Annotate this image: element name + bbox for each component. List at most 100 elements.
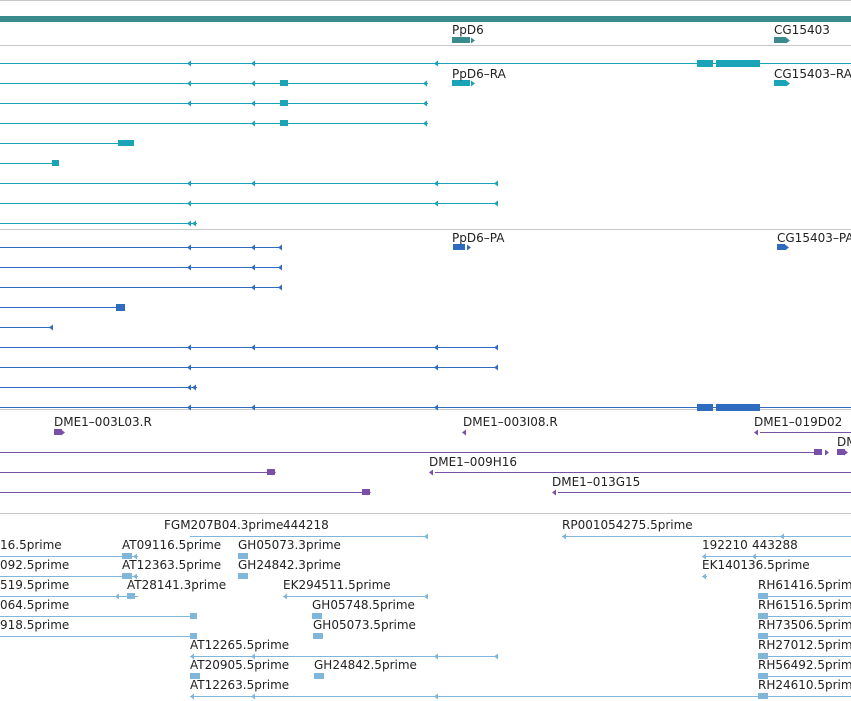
feature-block	[837, 449, 845, 455]
direction-arrow	[251, 80, 255, 87]
feature-block	[814, 449, 822, 455]
est-block	[758, 613, 768, 619]
transcript-label-cg15403-ra[interactable]: CG15403–RA	[774, 67, 851, 81]
est-label[interactable]: RP001054275.5prime	[562, 518, 693, 532]
est-label[interactable]: 918.5prime	[0, 618, 70, 632]
est-block	[758, 633, 768, 639]
est-block	[314, 673, 324, 679]
direction-arrow	[424, 593, 428, 600]
clone-label[interactable]: DME1–003I08.R	[463, 415, 558, 429]
direction-arrow	[429, 469, 433, 476]
direction-arrow	[467, 244, 471, 251]
est-label[interactable]: AT12265.5prime	[190, 638, 290, 652]
est-label[interactable]: 16.5prime	[0, 538, 62, 552]
direction-arrow	[272, 469, 276, 476]
est-block	[313, 633, 323, 639]
gene-label-ppd6[interactable]: PpD6	[452, 23, 484, 37]
clone-label[interactable]: DME1–009H16	[429, 455, 518, 469]
est-block	[758, 653, 768, 659]
direction-arrow	[187, 220, 191, 227]
est-label[interactable]: AT12363.5prime	[122, 558, 222, 572]
direction-arrow	[190, 693, 194, 700]
est-block	[190, 673, 200, 679]
direction-arrow	[494, 653, 498, 660]
est-block	[122, 553, 132, 559]
direction-arrow	[494, 344, 498, 351]
transcript-label-ppd6-pa[interactable]: PpD6–PA	[452, 231, 505, 245]
est-label[interactable]: RH56492.5prime	[758, 658, 851, 672]
est-block	[758, 593, 768, 599]
direction-arrow	[251, 100, 255, 107]
feature-block	[452, 80, 470, 86]
direction-arrow	[251, 404, 255, 411]
gene-span-bar	[0, 16, 851, 22]
est-label[interactable]: AT20905.5prime	[190, 658, 290, 672]
direction-arrow	[251, 284, 255, 291]
direction-arrow	[251, 653, 255, 660]
direction-arrow	[494, 200, 498, 207]
est-label[interactable]: 519.5prime	[0, 578, 70, 592]
est-label[interactable]: FGM207B04.3prime	[164, 518, 284, 532]
est-label[interactable]: EK140136.5prime	[702, 558, 810, 572]
direction-arrow	[133, 553, 137, 560]
direction-arrow	[251, 180, 255, 187]
direction-arrow	[187, 100, 191, 107]
est-label[interactable]: GH05748.5prime	[312, 598, 415, 612]
transcript-label-cg15403-pa[interactable]: CG15403–PA	[777, 231, 851, 245]
direction-arrow	[192, 220, 196, 227]
transcript-label-ppd6-ra[interactable]: PpD6–RA	[452, 67, 506, 81]
direction-arrow	[187, 384, 191, 391]
est-label[interactable]: RH24610.5prime	[758, 678, 851, 692]
est-block	[122, 573, 132, 579]
direction-arrow	[702, 553, 706, 560]
feature-block	[116, 304, 125, 311]
clone-label[interactable]: DME1–013G15	[552, 475, 641, 489]
direction-arrow	[278, 244, 282, 251]
est-block	[238, 553, 248, 559]
est-label[interactable]: GH05073.3prime	[238, 538, 341, 552]
direction-arrow	[434, 200, 438, 207]
gene-block	[774, 37, 786, 43]
direction-arrow	[786, 37, 790, 44]
direction-arrow	[49, 324, 53, 331]
direction-arrow	[825, 449, 829, 456]
clone-label[interactable]: DME1–019D02	[754, 415, 843, 429]
est-label[interactable]: 092.5prime	[0, 558, 70, 572]
clone-label[interactable]: DME1–003L03.R	[54, 415, 152, 429]
est-label[interactable]: EK294511.5prime	[283, 578, 391, 592]
direction-arrow	[424, 533, 428, 540]
feature-block	[697, 404, 713, 411]
est-label[interactable]: GH24842.3prime	[238, 558, 341, 572]
est-label[interactable]: RH61516.5prime	[758, 598, 851, 612]
est-label[interactable]: AT09116.5prime	[122, 538, 222, 552]
direction-arrow	[494, 364, 498, 371]
est-label[interactable]: 444218	[283, 518, 329, 532]
est-block	[127, 593, 135, 599]
direction-arrow	[780, 533, 784, 540]
clone-label[interactable]: DM	[837, 435, 851, 449]
direction-arrow	[251, 244, 255, 251]
est-label[interactable]: RH61416.5prime	[758, 578, 851, 592]
est-label[interactable]: 192210	[702, 538, 748, 552]
direction-arrow	[251, 120, 255, 127]
est-label[interactable]: GH05073.5prime	[313, 618, 416, 632]
est-label[interactable]: AT12263.5prime	[190, 678, 290, 692]
direction-arrow	[187, 200, 191, 207]
feature-block	[362, 489, 370, 495]
est-label[interactable]: AT28141.3prime	[127, 578, 227, 592]
est-label[interactable]: 064.5prime	[0, 598, 70, 612]
est-label[interactable]: RH73506.5prime	[758, 618, 851, 632]
gene-block	[452, 37, 470, 43]
gene-label-cg15403[interactable]: CG15403	[774, 23, 830, 37]
direction-arrow	[434, 404, 438, 411]
est-label[interactable]: 443288	[752, 538, 798, 552]
est-label[interactable]: GH24842.5prime	[314, 658, 417, 672]
direction-arrow	[278, 264, 282, 271]
direction-arrow	[434, 344, 438, 351]
direction-arrow	[187, 364, 191, 371]
direction-arrow	[115, 593, 119, 600]
feature-block	[280, 120, 288, 126]
est-block	[758, 693, 768, 699]
est-label[interactable]: RH27012.5prime	[758, 638, 851, 652]
